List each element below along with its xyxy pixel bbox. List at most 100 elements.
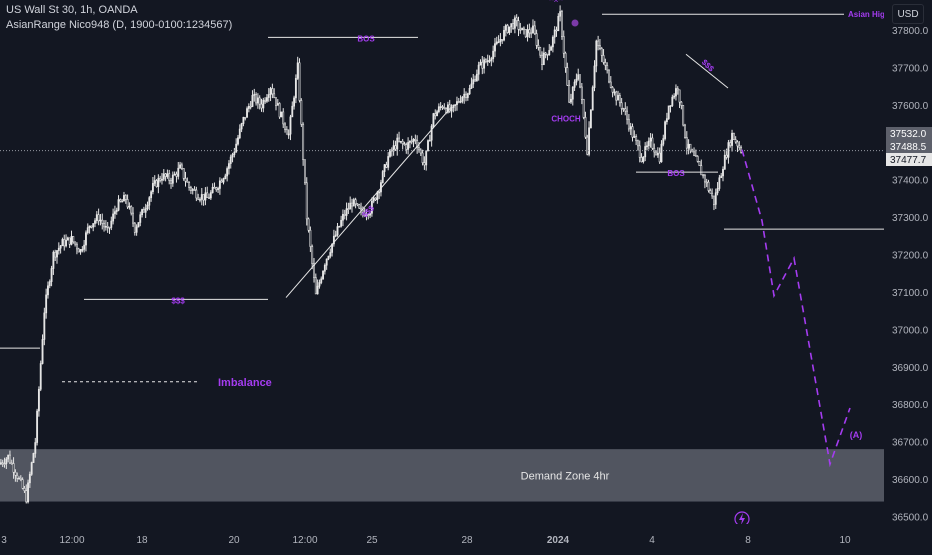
candle-body	[504, 25, 507, 31]
candle	[342, 209, 344, 227]
candle-body	[171, 174, 174, 184]
candle-body	[19, 477, 22, 480]
candle-body	[142, 209, 145, 213]
candle-body	[667, 105, 670, 119]
candle	[532, 19, 534, 34]
candle-body	[280, 111, 283, 118]
candle-body	[405, 144, 408, 150]
candle	[155, 179, 158, 188]
candle	[108, 226, 111, 234]
candle-body	[535, 33, 538, 46]
liquidity-label-upper: $$$	[700, 58, 716, 74]
y-tick-label: 37600.0	[892, 101, 929, 112]
candle-body	[734, 139, 737, 143]
candle	[356, 203, 359, 207]
candle	[336, 222, 339, 237]
candle	[157, 174, 160, 194]
candle-body	[184, 178, 187, 182]
candle	[99, 213, 102, 226]
candle	[454, 104, 457, 112]
candle	[224, 173, 227, 180]
candle-body	[372, 197, 375, 202]
candle	[608, 69, 610, 84]
candle	[504, 23, 507, 37]
candle	[597, 35, 600, 51]
candle-body	[323, 264, 326, 272]
candle-body	[700, 165, 703, 176]
candle	[191, 188, 194, 195]
candle-body	[702, 174, 705, 177]
candle-body	[678, 89, 681, 103]
candle	[452, 104, 455, 113]
candle-body	[414, 139, 417, 141]
indicator-legend[interactable]: AsianRange Nico948 (D, 1900-0100:1234567…	[6, 19, 233, 31]
candle	[238, 124, 241, 140]
candle	[655, 149, 657, 156]
candle	[161, 173, 163, 185]
candle-body	[466, 93, 469, 98]
candle-body	[110, 220, 113, 228]
lightning-icon[interactable]	[734, 511, 750, 527]
candle	[434, 109, 437, 120]
candle	[720, 172, 723, 179]
candle	[383, 164, 386, 178]
candle-body	[81, 249, 84, 251]
candle	[30, 461, 33, 476]
candle	[669, 105, 672, 113]
candle	[101, 213, 104, 230]
candle	[732, 132, 735, 140]
candle	[153, 175, 156, 187]
candle	[314, 273, 317, 295]
candle	[226, 166, 229, 182]
candle-body	[83, 244, 86, 250]
candle	[624, 102, 627, 116]
price-axis[interactable]: 36500.0 36600.0 36700.0 36800.0 36900.0 37000…	[884, 0, 932, 550]
candle	[722, 166, 724, 182]
candle-body	[593, 65, 596, 88]
choch-label: CHOCH	[551, 115, 581, 124]
candle	[553, 26, 556, 44]
candle-body	[432, 113, 435, 127]
candle-body	[137, 222, 140, 228]
candle-body	[693, 151, 695, 156]
candle	[327, 255, 330, 261]
candle	[566, 62, 569, 86]
candle-body	[691, 149, 694, 153]
x-tick-label: 3	[1, 535, 7, 546]
candle	[396, 133, 399, 156]
candle	[723, 149, 726, 170]
candle	[334, 230, 337, 238]
candle-body	[591, 87, 594, 111]
candle-body	[28, 474, 31, 484]
candle-body	[153, 180, 156, 184]
candle	[559, 5, 562, 22]
candle-body	[222, 178, 225, 183]
candle	[68, 237, 71, 248]
candle	[432, 112, 435, 129]
candle	[564, 51, 567, 73]
candle-body	[544, 52, 547, 55]
candle-body	[112, 213, 115, 222]
candle-body	[492, 50, 495, 59]
candle	[468, 84, 471, 96]
candle-body	[275, 97, 277, 106]
candle-body	[631, 126, 634, 138]
candle-body	[168, 173, 171, 181]
candles-group	[0, 5, 743, 504]
candle	[638, 140, 641, 163]
candle-body	[113, 211, 116, 215]
candle	[407, 137, 410, 155]
candle-body	[61, 239, 64, 247]
candle-body	[177, 167, 180, 177]
candle	[45, 288, 48, 319]
candle-body	[173, 173, 176, 176]
candle-body	[287, 133, 290, 136]
candle	[249, 101, 252, 110]
candle	[351, 198, 353, 213]
candle-body	[244, 116, 247, 119]
currency-button[interactable]: USD	[892, 4, 924, 24]
time-axis[interactable]: 3 12:00 18 20 12:00 25 28 2024 4 8 10	[0, 524, 884, 550]
candle-body	[104, 225, 107, 228]
